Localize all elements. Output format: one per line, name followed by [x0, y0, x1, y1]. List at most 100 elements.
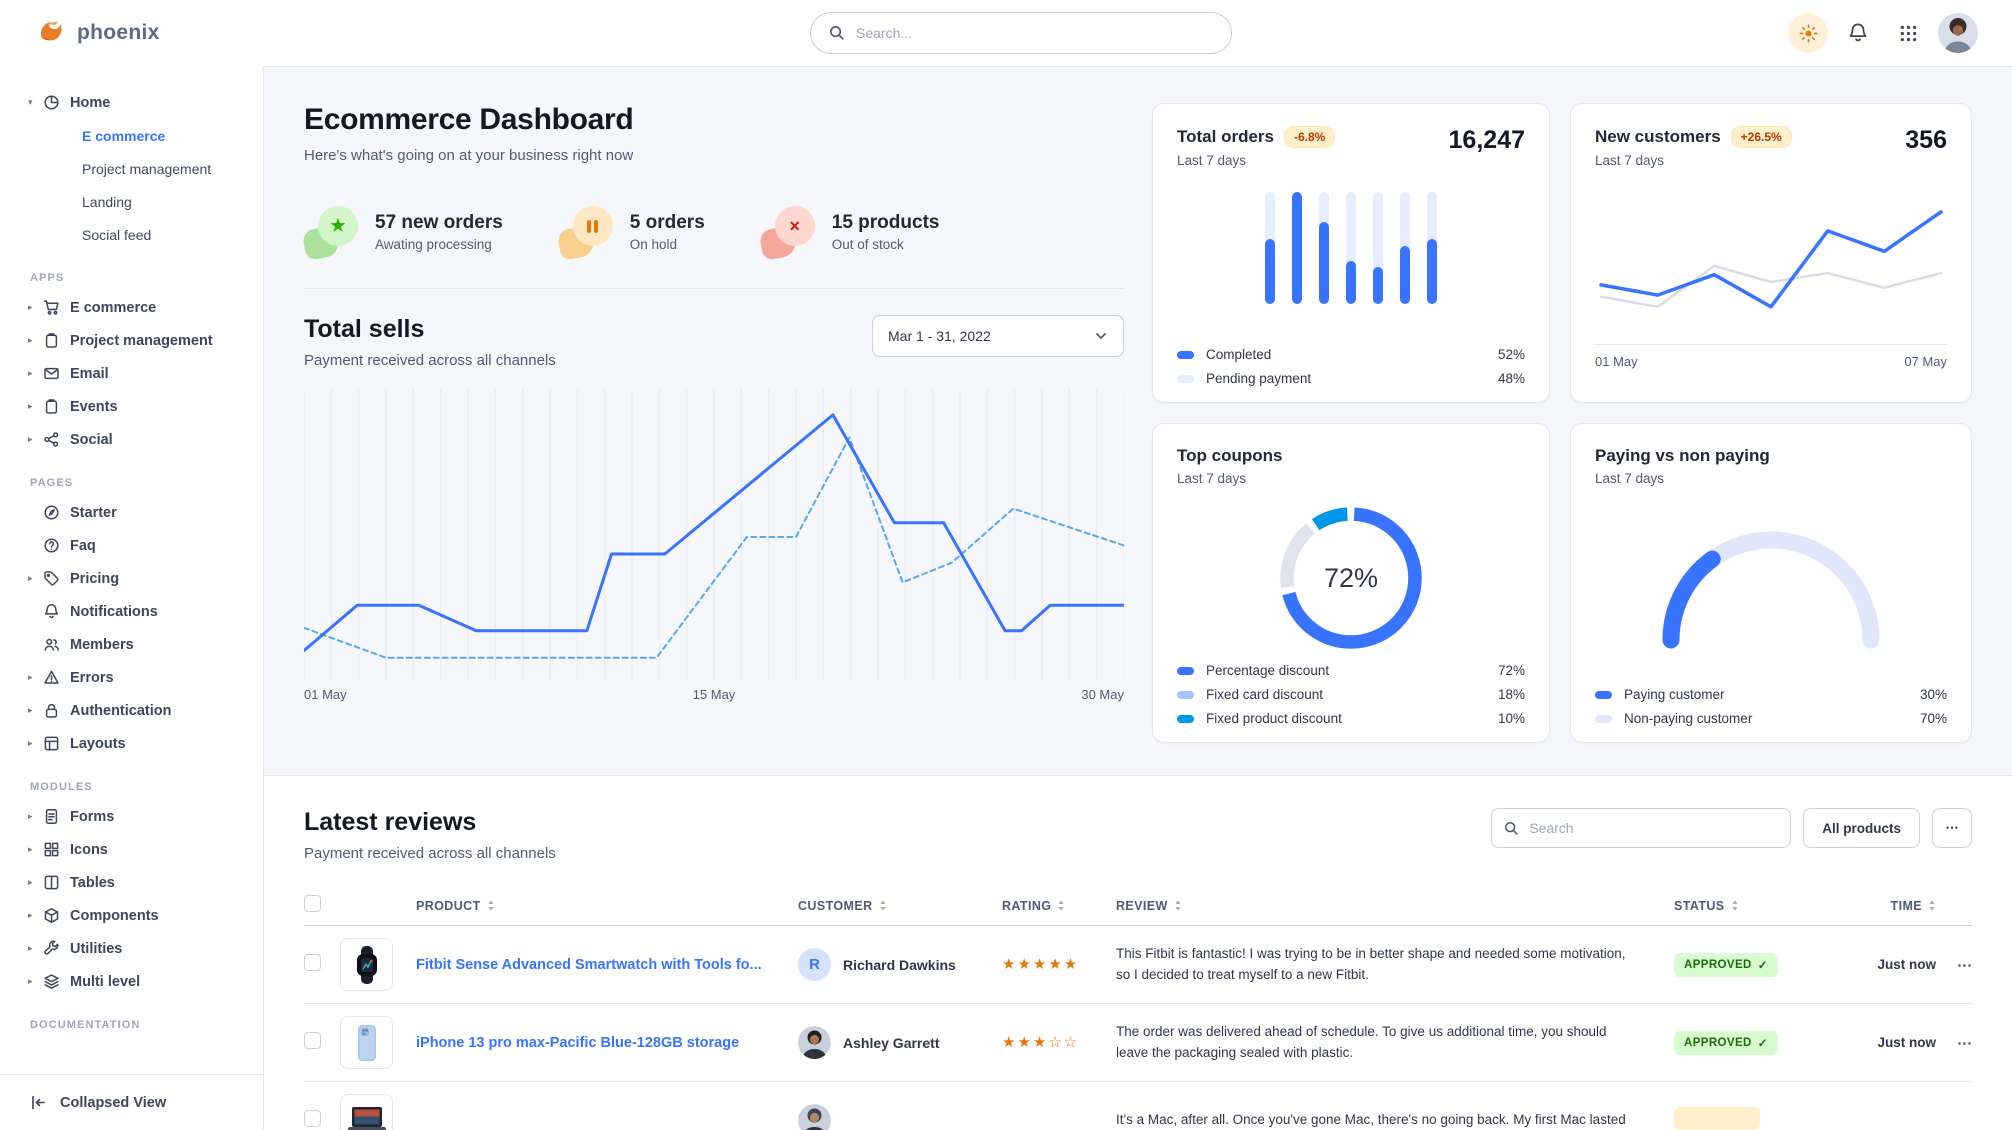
- sidebar-item-faq[interactable]: Faq: [28, 529, 251, 562]
- sidebar-subitem-social-feed[interactable]: Social feed: [82, 226, 152, 243]
- sidebar-item-layouts[interactable]: ▸ Layouts: [28, 727, 251, 760]
- sidebar-item-notifications[interactable]: Notifications: [28, 595, 251, 628]
- reviews-toolbar: All products ⋯: [1491, 808, 1972, 848]
- sidebar-item-social[interactable]: ▸ Social: [28, 423, 251, 456]
- question-icon: [43, 537, 60, 554]
- reviews-search-input[interactable]: [1529, 820, 1779, 836]
- sidebar-section-label: PAGES: [30, 477, 74, 489]
- all-products-button[interactable]: All products: [1803, 808, 1920, 848]
- total-orders-value: 16,247: [1448, 126, 1525, 154]
- top-coupons-donut-chart: 72%: [1267, 494, 1435, 662]
- sidebar-item-authentication[interactable]: ▸ Authentication: [28, 694, 251, 727]
- column-header-status[interactable]: STATUS: [1674, 899, 1826, 913]
- new-customers-period: Last 7 days: [1595, 153, 1665, 168]
- legend-value: 48%: [1497, 371, 1525, 386]
- product-thumbnail-smartwatch: [340, 938, 393, 991]
- column-header-time[interactable]: TIME: [1826, 899, 1936, 913]
- reviews-more-button[interactable]: ⋯: [1932, 808, 1972, 848]
- legend-label: Fixed product discount: [1206, 711, 1342, 726]
- notifications-button[interactable]: [1838, 13, 1878, 53]
- sidebar-item-e-commerce[interactable]: ▸ E commerce: [28, 291, 251, 324]
- brand-logo[interactable]: phoenix: [38, 0, 160, 66]
- sidebar-item-events[interactable]: ▸ Events: [28, 390, 251, 423]
- sidebar-item-tables[interactable]: ▸ Tables: [28, 866, 251, 899]
- sort-icon: [879, 900, 887, 911]
- sidebar-item-label: Members: [70, 636, 134, 653]
- sidebar-item-label: Notifications: [70, 603, 158, 620]
- row-more-button[interactable]: ⋯: [1957, 1034, 1972, 1052]
- sidebar-item-components[interactable]: ▸ Components: [28, 899, 251, 932]
- layout-icon: [43, 735, 60, 752]
- legend-value: 52%: [1497, 347, 1525, 362]
- reviews-table: PRODUCT CUSTOMER RATING REVIEW STATUS TIME Fi…: [304, 886, 1972, 1130]
- legend-label: Percentage discount: [1206, 663, 1330, 678]
- sidebar-item-label: Components: [70, 907, 159, 924]
- status-badge: APPROVED ✓: [1674, 1030, 1778, 1055]
- row-checkbox[interactable]: [304, 1109, 321, 1127]
- order-bar: [1400, 192, 1410, 304]
- sidebar-item-project-management[interactable]: ▸ Project management: [28, 324, 251, 357]
- sidebar-subitem-project-management[interactable]: Project management: [82, 160, 212, 177]
- search-input[interactable]: [856, 25, 1213, 41]
- top-coupons-title: Top coupons: [1177, 446, 1283, 465]
- column-header-product[interactable]: PRODUCT: [416, 899, 798, 913]
- bar-fill: [1319, 222, 1329, 304]
- order-bar: [1373, 192, 1383, 304]
- date-range-select[interactable]: Mar 1 - 31, 2022: [872, 315, 1124, 357]
- legend-row: Fixed product discount 10%: [1177, 711, 1525, 726]
- bar-fill: [1373, 267, 1383, 304]
- legend-swatch: [1595, 690, 1612, 699]
- table-icon: [43, 874, 60, 891]
- sidebar-item-home[interactable]: ▾ Home: [28, 86, 251, 119]
- row-checkbox[interactable]: [304, 953, 321, 971]
- review-table-row: It's a Mac, after all. Once you've gone …: [304, 1082, 1972, 1130]
- sidebar-subitem-landing[interactable]: Landing: [82, 193, 132, 210]
- wrench-icon: [43, 940, 60, 957]
- apps-grid-button[interactable]: [1888, 13, 1928, 53]
- sidebar-item-label: Pricing: [70, 570, 120, 587]
- review-time: Just now: [1877, 957, 1936, 972]
- new-customers-x-labels: 01 May 07 May: [1595, 354, 1947, 369]
- sidebar-item-icons[interactable]: ▸ Icons: [28, 833, 251, 866]
- sidebar-item-forms[interactable]: ▸ Forms: [28, 800, 251, 833]
- row-checkbox[interactable]: [304, 1031, 321, 1049]
- star-rating: ★★★☆☆: [1002, 1034, 1080, 1051]
- stat-item: 5 orders On hold: [556, 206, 705, 261]
- sidebar-item-starter[interactable]: Starter: [28, 496, 251, 529]
- review-text: This Fitbit is fantastic! I was trying t…: [1116, 946, 1626, 982]
- brand-name: phoenix: [77, 21, 160, 44]
- dashboard-left-column: Ecommerce Dashboard Here's what's going …: [301, 103, 1124, 743]
- review-text: The order was delivered ahead of schedul…: [1116, 1024, 1607, 1060]
- reviews-table-header: PRODUCT CUSTOMER RATING REVIEW STATUS TIME: [304, 886, 1972, 926]
- legend-label: Non-paying customer: [1624, 711, 1753, 726]
- product-link[interactable]: iPhone 13 pro max-Pacific Blue-128GB sto…: [416, 1034, 740, 1051]
- top-coupons-legend: Percentage discount 72% Fixed card discoun…: [1177, 654, 1525, 726]
- row-more-button[interactable]: ⋯: [1957, 956, 1972, 974]
- pause-icon: [587, 219, 599, 233]
- sidebar-item-errors[interactable]: ▸ Errors: [28, 661, 251, 694]
- sidebar-item-members[interactable]: Members: [28, 628, 251, 661]
- sidebar-item-utilities[interactable]: ▸ Utilities: [28, 932, 251, 965]
- product-link[interactable]: Fitbit Sense Advanced Smartwatch with To…: [416, 956, 762, 973]
- total-sells-title: Total sells: [304, 315, 425, 343]
- column-header-customer[interactable]: CUSTOMER: [798, 899, 1002, 913]
- sidebar-item-label: Icons: [70, 841, 108, 858]
- sidebar-item-email[interactable]: ▸ Email: [28, 357, 251, 390]
- review-table-row: Fitbit Sense Advanced Smartwatch with To…: [304, 926, 1972, 1004]
- sidebar-item-label: Utilities: [70, 940, 123, 957]
- sidebar-item-label: Authentication: [70, 702, 172, 719]
- caret-right-icon: ▸: [28, 434, 33, 444]
- new-customers-change-badge: +26.5%: [1730, 126, 1792, 148]
- sidebar-subitem-e-commerce[interactable]: E commerce: [82, 127, 166, 144]
- theme-toggle-button[interactable]: [1788, 13, 1828, 53]
- sidebar-item-multi-level[interactable]: ▸ Multi level: [28, 965, 251, 998]
- collapse-sidebar-button[interactable]: Collapsed View: [0, 1074, 263, 1130]
- sun-icon: [1799, 24, 1818, 43]
- column-header-rating[interactable]: RATING: [1002, 899, 1116, 913]
- sidebar: ▾ Home E commerce Project management Landing…: [0, 66, 264, 1130]
- column-header-review[interactable]: REVIEW: [1116, 899, 1674, 913]
- sidebar-item-pricing[interactable]: ▸ Pricing: [28, 562, 251, 595]
- legend-label: Pending payment: [1206, 371, 1312, 386]
- select-all-checkbox[interactable]: [304, 894, 321, 912]
- user-avatar[interactable]: [1938, 13, 1978, 53]
